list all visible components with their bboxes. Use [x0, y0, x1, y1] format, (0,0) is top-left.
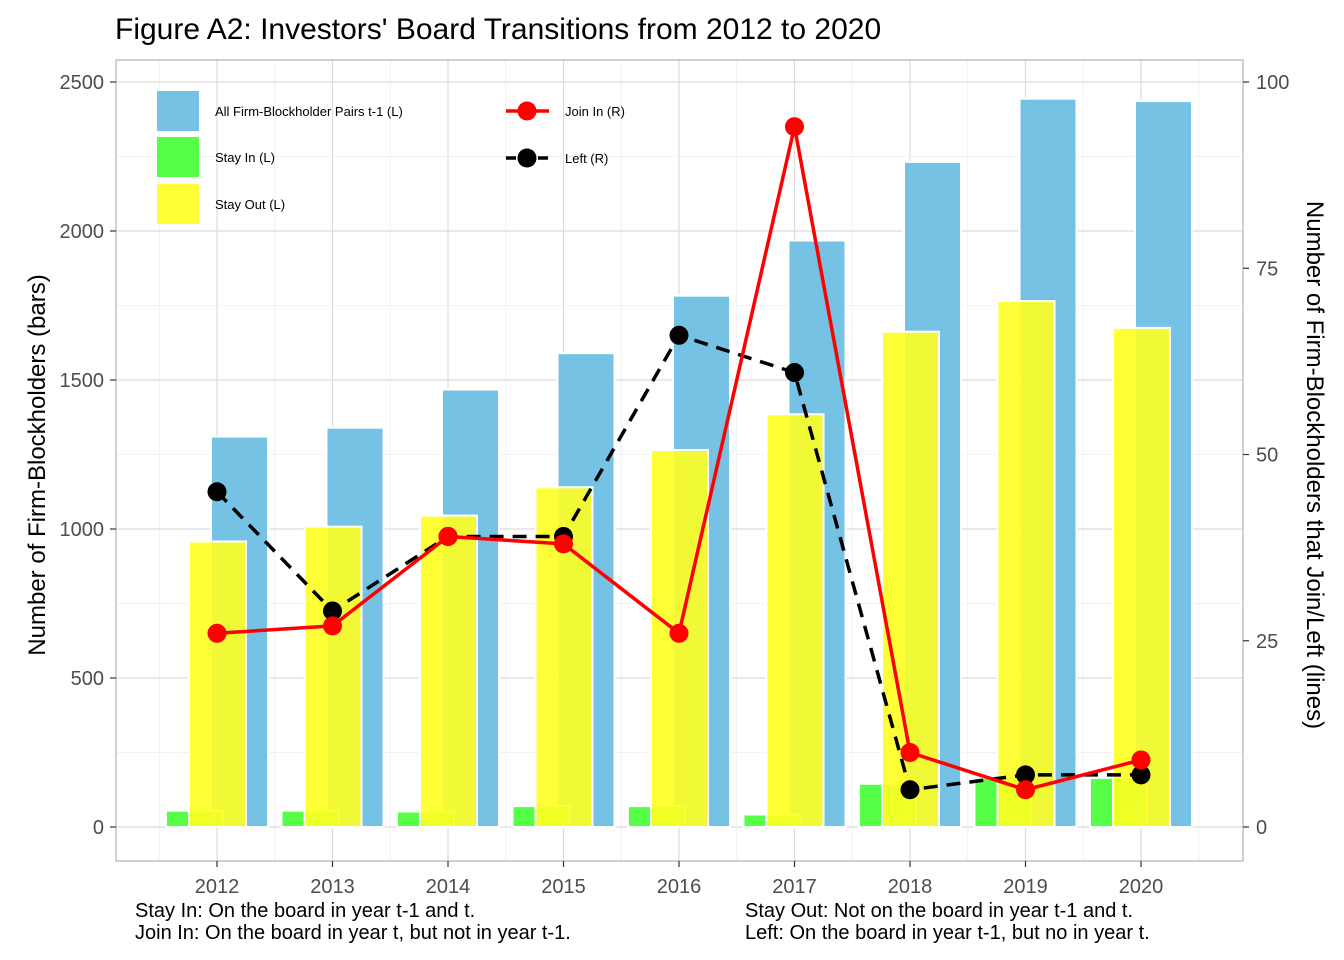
left-series-point [323, 601, 342, 621]
legend: All Firm-Blockholder Pairs t-1 (L) Stay I… [157, 91, 625, 224]
note-stay-out: Stay Out: Not on the board in year t-1 a… [745, 900, 1133, 922]
x-tick-label: 2016 [657, 876, 702, 898]
note-join-in: Join In: On the board in year t, but not… [135, 922, 571, 944]
note-stay-in: Stay In: On the board in year t-1 and t. [135, 900, 476, 922]
y-tick-label: 2500 [60, 72, 105, 94]
legend-key [157, 184, 199, 224]
legend-label: Join In (R) [565, 104, 625, 119]
y-axis-label: Number of Firm-Blockholders (bars) [24, 274, 51, 655]
x-tick-label: 2017 [772, 876, 817, 898]
left-series-point [1016, 765, 1035, 785]
x-tick-label: 2014 [426, 876, 471, 898]
bar-stay-out [419, 514, 478, 829]
bar-stay-out [996, 300, 1056, 828]
x-tick-label: 2020 [1119, 876, 1164, 898]
join-in-series-point [900, 743, 920, 762]
y2-tick-label: 100 [1256, 72, 1289, 94]
y-tick-label: 1500 [60, 370, 105, 392]
x-tick-label: 2015 [541, 876, 586, 898]
y2-axis-label: Number of Firm-Blockholders that Join/Le… [1301, 201, 1328, 729]
legend-key-point [517, 148, 537, 168]
join-in-series-point [1016, 780, 1035, 800]
legend-label: Stay In (L) [215, 150, 275, 165]
y2-tick-label: 0 [1256, 817, 1267, 839]
left-series-point [669, 325, 689, 345]
left-series-point [207, 482, 227, 502]
bar-stay-out [1112, 326, 1171, 828]
left-series-point [900, 780, 920, 800]
join-in-series-point [1131, 750, 1151, 770]
y-tick-label: 1000 [60, 519, 105, 541]
bar-stay-out [188, 540, 247, 828]
join-in-series-point [207, 623, 227, 643]
chart-title: Figure A2: Investors' Board Transitions … [115, 13, 881, 46]
left-series-point [785, 363, 804, 383]
legend-key [157, 137, 199, 177]
y2-tick-label: 75 [1256, 258, 1278, 280]
y2-tick-label: 50 [1256, 445, 1278, 467]
left-series-point [1131, 765, 1151, 785]
legend-label: Stay Out (L) [215, 197, 285, 212]
join-in-series-point [785, 117, 804, 137]
x-tick-label: 2018 [888, 876, 933, 898]
join-in-series-point [323, 616, 342, 636]
note-left: Left: On the board in year t-1, but no i… [745, 922, 1150, 944]
y2-tick-label: 25 [1256, 631, 1278, 653]
join-in-series-point [554, 534, 573, 554]
y-tick-label: 2000 [60, 221, 105, 243]
legend-label: Left (R) [565, 151, 608, 166]
legend-label: All Firm-Blockholder Pairs t-1 (L) [215, 104, 403, 119]
legend-key-point [517, 101, 537, 121]
join-in-series-point [438, 526, 458, 546]
bar-stay-out [765, 413, 825, 828]
x-tick-label: 2013 [310, 876, 355, 898]
x-tick-label: 2012 [195, 876, 240, 898]
join-in-series-point [669, 623, 689, 643]
y-tick-label: 0 [93, 817, 104, 839]
y-tick-label: 500 [71, 668, 104, 690]
bar-stay-out [303, 525, 363, 829]
x-tick-label: 2019 [1003, 876, 1048, 898]
legend-key [157, 91, 199, 131]
plot-panel: 2012 2013 2014 2015 2016 2017 2018 2019 20200500… [60, 59, 1289, 898]
